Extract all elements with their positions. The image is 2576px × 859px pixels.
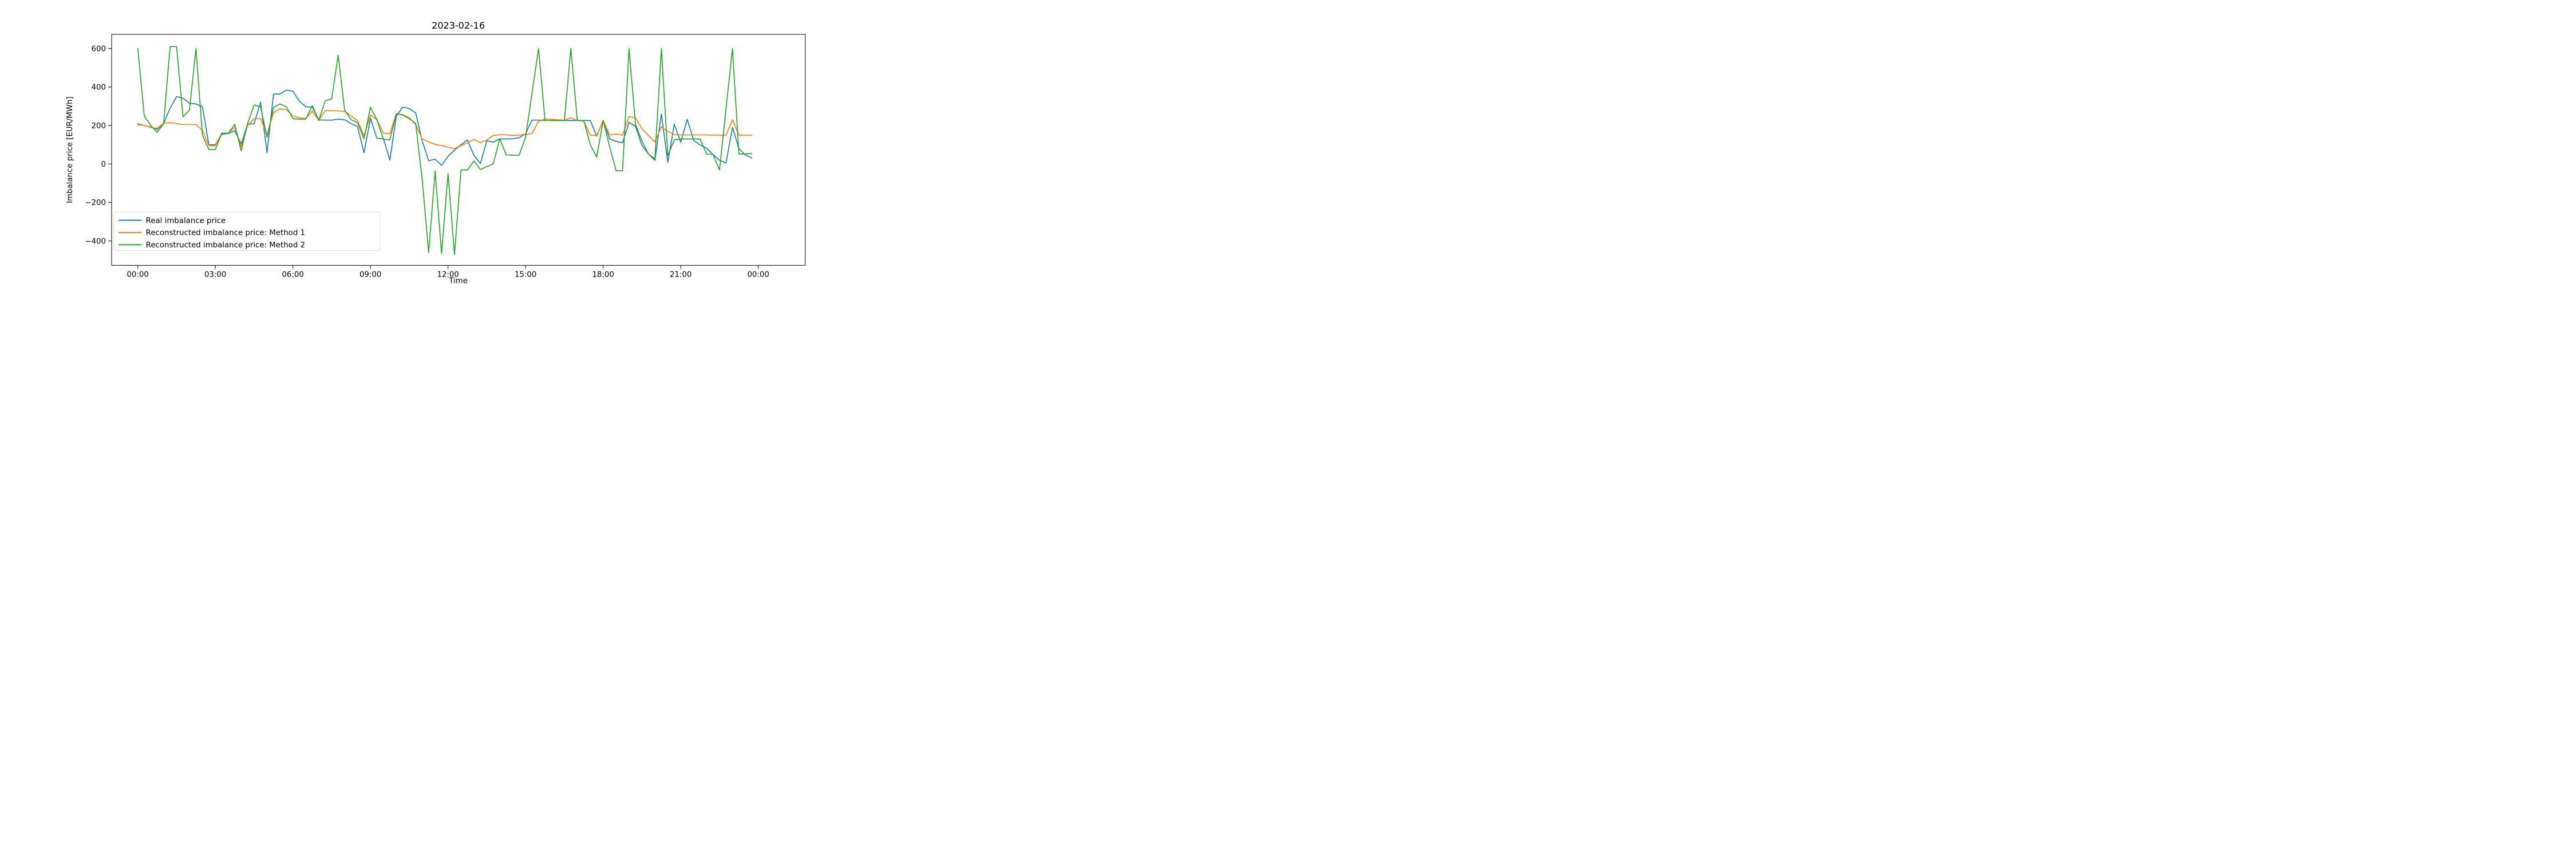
x-tick-label: 18:00 xyxy=(592,270,614,279)
x-tick-label: 00:00 xyxy=(747,270,769,279)
x-tick-label: 09:00 xyxy=(359,270,381,279)
x-axis-label: Time xyxy=(448,277,468,285)
chart-line-reconstructed-imbalance-price-method-1 xyxy=(137,108,753,149)
legend-label-real-imbalance-price: Real imbalance price xyxy=(146,216,226,225)
x-tick-label: 03:00 xyxy=(204,270,226,279)
series-layer xyxy=(137,46,753,255)
legend-label-reconstructed-imbalance-price-method-2: Reconstructed imbalance price: Method 2 xyxy=(146,241,305,250)
line-chart: 2023-02-16 Imbalance price [EUR/MWh] Tim… xyxy=(66,20,806,285)
x-tick-label: 21:00 xyxy=(670,270,692,279)
y-tick-label: 200 xyxy=(92,122,106,131)
x-tick-label: 00:00 xyxy=(127,270,148,279)
y-tick-label: 0 xyxy=(101,160,106,169)
y-tick-label: 600 xyxy=(92,45,106,53)
x-tick-label: 12:00 xyxy=(437,270,459,279)
legend-box xyxy=(113,211,381,251)
axes-layer: −400 −200 0 200 400 600 00:00 03:00 06:00 09:00 12… xyxy=(85,34,806,279)
x-tick-label: 15:00 xyxy=(515,270,536,279)
chart-line-reconstructed-imbalance-price-method-2 xyxy=(137,46,753,255)
axes-frame xyxy=(111,34,806,266)
y-axis-label: Imbalance price [EUR/MWh] xyxy=(66,96,74,203)
legend: Real imbalance price Reconstructed imbala… xyxy=(113,211,381,251)
x-tick-label: 06:00 xyxy=(282,270,303,279)
chart-line-real-imbalance-price xyxy=(137,89,753,166)
figure: 2023-02-16 Imbalance price [EUR/MWh] Tim… xyxy=(0,0,859,286)
y-tick-label: −200 xyxy=(85,199,106,207)
legend-label-reconstructed-imbalance-price-method-1: Reconstructed imbalance price: Method 1 xyxy=(146,229,305,238)
y-tick-label: −400 xyxy=(85,237,106,246)
chart-title: 2023-02-16 xyxy=(432,20,485,31)
y-tick-label: 400 xyxy=(92,84,106,92)
